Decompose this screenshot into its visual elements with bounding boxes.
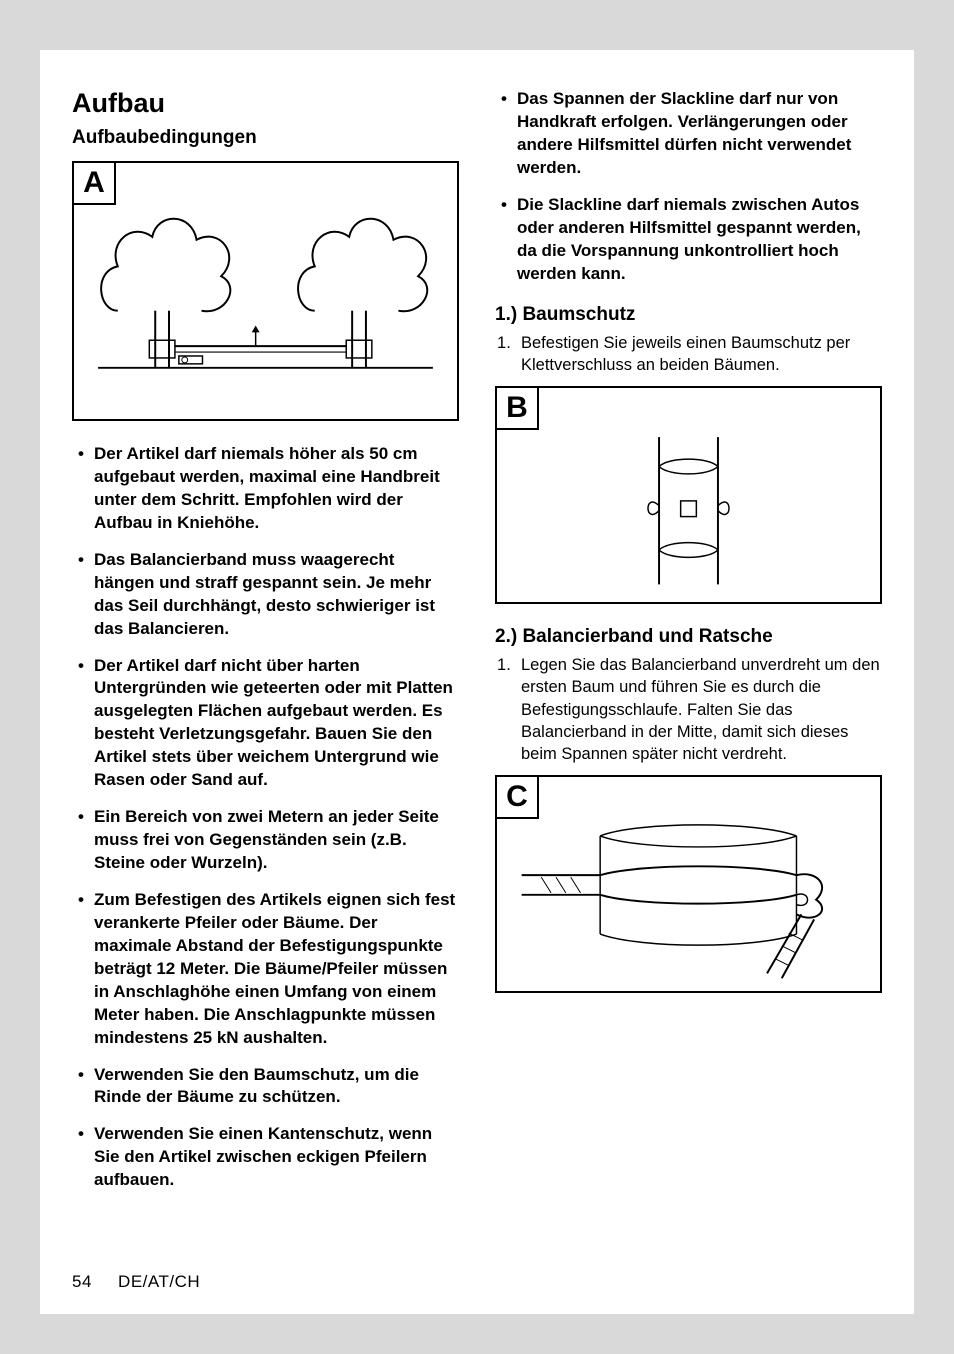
two-column-layout: Aufbau Aufbaubedingungen A: [40, 50, 914, 1206]
document-page: Aufbau Aufbaubedingungen A: [40, 50, 914, 1314]
list-item: Ein Bereich von zwei Metern an jeder Sei…: [72, 806, 459, 875]
figure-A: A: [72, 161, 459, 421]
list-item: Die Slackline darf niemals zwischen Auto…: [495, 194, 882, 286]
list-item: Legen Sie das Balancierband unverdreht u…: [495, 654, 882, 765]
section-subheading: Aufbaubedingungen: [72, 127, 459, 149]
figure-B: B: [495, 386, 882, 604]
page-number: 54: [72, 1272, 92, 1291]
list-item: Befestigen Sie jeweils einen Baumschutz …: [495, 332, 882, 377]
figure-label: C: [495, 775, 539, 819]
figure-label: A: [72, 161, 116, 205]
list-item: Der Artikel darf niemals höher als 50 cm…: [72, 443, 459, 535]
page-footer: 54 DE/AT/CH: [72, 1272, 200, 1292]
right-column: Das Spannen der Slackline darf nur von H…: [495, 88, 882, 1206]
list-item: Der Artikel darf nicht über harten Unter…: [72, 655, 459, 793]
step1-heading: 1.) Baumschutz: [495, 304, 882, 326]
illustration-tree-protector: [497, 388, 880, 602]
setup-conditions-list-contd: Das Spannen der Slackline darf nur von H…: [495, 88, 882, 286]
section-heading: Aufbau: [72, 88, 459, 119]
left-column: Aufbau Aufbaubedingungen A: [72, 88, 459, 1206]
list-item: Das Spannen der Slackline darf nur von H…: [495, 88, 882, 180]
setup-conditions-list: Der Artikel darf niemals höher als 50 cm…: [72, 443, 459, 1192]
figure-C: C: [495, 775, 882, 993]
step2-list: Legen Sie das Balancierband unverdreht u…: [495, 654, 882, 765]
list-item: Das Balancierband muss waagerecht hängen…: [72, 549, 459, 641]
step2-heading: 2.) Balancierband und Ratsche: [495, 626, 882, 648]
list-item: Zum Befestigen des Artikels eignen sich …: [72, 889, 459, 1050]
list-item: Verwenden Sie den Baumschutz, um die Rin…: [72, 1064, 459, 1110]
locale-label: DE/AT/CH: [118, 1272, 200, 1291]
list-item: Verwenden Sie einen Kantenschutz, wenn S…: [72, 1123, 459, 1192]
illustration-trees-slackline: [74, 163, 457, 419]
figure-label: B: [495, 386, 539, 430]
illustration-band-loop: [497, 777, 880, 991]
step1-list: Befestigen Sie jeweils einen Baumschutz …: [495, 332, 882, 377]
